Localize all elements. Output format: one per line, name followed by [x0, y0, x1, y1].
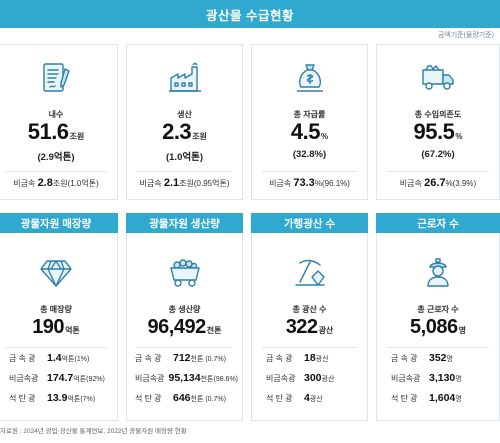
- card-unit: 조원: [192, 132, 207, 141]
- mine-cart-icon: [167, 255, 203, 289]
- card-sub-value: (1.0억톤): [165, 152, 203, 163]
- divider: [387, 347, 489, 348]
- document-pen-icon: [38, 61, 74, 95]
- card-value: 95.5: [413, 119, 455, 144]
- import-dependency-card: 총 수입의존도 95.5% (67.2%) 비금속 26.7%(3.9%): [376, 44, 500, 200]
- section-title-reserves: 광물자원 매장량: [0, 213, 118, 233]
- card-value: 51.6: [27, 119, 69, 144]
- title-bar: 광산물 수급현황: [0, 0, 500, 28]
- workers-card: 총 근로자 수 5,086명 금 속 광 352 명 비금속광 3,130 명 석 탄 …: [376, 233, 500, 421]
- section-title-mines: 가행광산 수: [251, 213, 368, 233]
- list-item: 금 속 광 352 명: [391, 352, 453, 364]
- list-item: 비금속광 300 광산: [266, 372, 335, 384]
- production-volume-card: 총 생산량 96,492천톤 금 속 광 712 천톤 (0.7%) 비금속광 95,…: [126, 233, 243, 421]
- money-bag-icon: [292, 61, 328, 95]
- card-value: 96,492: [147, 316, 207, 338]
- self-sufficiency-card: 총 자급률 4.5% (32.8%) 비금속 73.3%(96.1%): [251, 44, 368, 200]
- divider: [262, 171, 357, 172]
- list-item: 비금속광 95,134 천톤(98.6%): [135, 372, 238, 384]
- dump-truck-icon: [420, 61, 456, 95]
- card-footnote: 비금속 26.7%(3.9%): [399, 177, 477, 189]
- source-note: 자료원 : 2024년 광업·광산물 통계연보, 2022년 광물자원 매장량 …: [0, 428, 187, 435]
- card-label: 총 자급률: [293, 110, 326, 119]
- factory-icon: [167, 61, 203, 95]
- list-item: 석 탄 광 646 천톤 (0.7%): [135, 392, 226, 404]
- production-card: 생산 2.3조원 (1.0억톤) 비금속 2.1조원(0.95억톤): [126, 44, 243, 200]
- section-title-production: 광물자원 생산량: [126, 213, 243, 233]
- pickaxe-icon: [292, 255, 328, 289]
- divider: [137, 347, 232, 348]
- miner-icon: [420, 255, 456, 289]
- unit-note: 금액기준(물량기준): [437, 32, 494, 39]
- card-label: 총 생산량: [168, 305, 201, 314]
- diamond-icon: [38, 255, 74, 289]
- list-item: 금 속 광 712 천톤 (0.7%): [135, 352, 226, 364]
- divider: [137, 171, 232, 172]
- list-item: 비금속광 3,130 명: [391, 372, 462, 384]
- list-item: 금 속 광 1.4 억톤(1%): [9, 352, 90, 364]
- card-label: 총 수입의존도: [414, 110, 462, 119]
- section-title-workers: 근로자 수: [376, 213, 500, 233]
- divider: [5, 347, 107, 348]
- card-unit: %: [320, 132, 329, 141]
- list-item: 석 탄 광 4 광산: [266, 392, 323, 404]
- list-item: 석 탄 광 13.9 억톤(7%): [9, 392, 96, 404]
- card-unit: 명: [458, 326, 466, 335]
- card-unit: 조원: [69, 132, 85, 141]
- card-value: 322: [285, 316, 318, 338]
- card-value: 2.3: [162, 119, 192, 144]
- breakdown-list: 금 속 광 712 천톤 (0.7%) 비금속광 95,134 천톤(98.6%) 석 …: [135, 352, 238, 412]
- reserves-card: 총 매장량 190억톤 금 속 광 1.4 억톤(1%) 비금속광 174.7 억톤(9…: [0, 233, 118, 421]
- card-value: 4.5: [290, 119, 321, 144]
- card-unit: 천톤: [206, 326, 222, 335]
- card-unit: 광산: [318, 326, 334, 335]
- card-footnote: 비금속 2.8조원(1.0억톤): [13, 177, 99, 189]
- card-unit: %: [455, 132, 463, 141]
- list-item: 금 속 광 18 광산: [266, 352, 329, 364]
- page-title: 광산물 수급현황: [206, 8, 294, 23]
- card-label: 총 매장량: [40, 305, 72, 314]
- card-value: 5,086: [410, 316, 458, 338]
- breakdown-list: 금 속 광 1.4 억톤(1%) 비금속광 174.7 억톤(92%) 석 탄 광 13.…: [3, 352, 113, 412]
- divider: [262, 347, 357, 348]
- divider: [5, 171, 107, 172]
- breakdown-list: 금 속 광 18 광산 비금속광 300 광산 석 탄 광 4 광산: [260, 352, 363, 412]
- breakdown-list: 금 속 광 352 명 비금속광 3,130 명 석 탄 광 1,604 명: [385, 352, 495, 412]
- divider: [387, 171, 489, 172]
- card-footnote: 비금속 2.1조원(0.95억톤): [139, 177, 230, 189]
- list-item: 비금속광 174.7 억톤(92%): [9, 372, 105, 384]
- card-label: 총 광산 수: [292, 305, 327, 314]
- card-value: 190: [32, 316, 65, 338]
- card-sub-value: (32.8%): [292, 149, 327, 160]
- domestic-demand-card: 내수 51.6조원 (2.9억톤) 비금속 2.8조원(1.0억톤): [0, 44, 118, 200]
- list-item: 석 탄 광 1,604 명: [391, 392, 462, 404]
- card-label: 내수: [48, 110, 64, 119]
- card-label: 생산: [177, 110, 192, 119]
- card-footnote: 비금속 73.3%(96.1%): [269, 177, 350, 189]
- card-unit: 억톤: [65, 326, 80, 335]
- card-sub-value: (67.2%): [421, 149, 455, 160]
- card-sub-value: (2.9억톤): [37, 152, 75, 163]
- card-label: 총 근로자 수: [417, 305, 459, 314]
